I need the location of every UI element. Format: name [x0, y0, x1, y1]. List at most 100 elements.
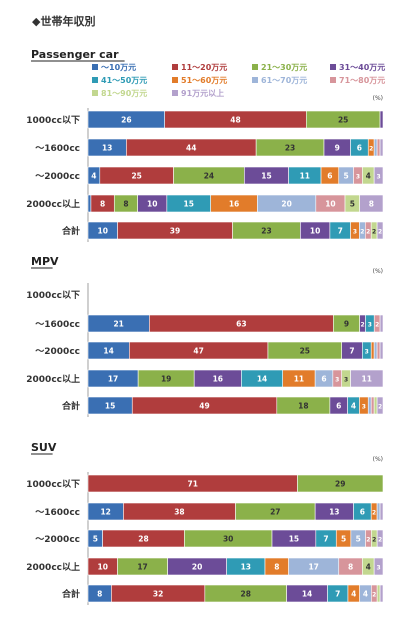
data-label: 8 [348, 563, 353, 572]
data-label: 7 [335, 590, 340, 599]
data-label: 15 [289, 535, 299, 544]
bar-segment [376, 584, 381, 603]
legend-swatch [172, 77, 178, 83]
data-label: 25 [131, 172, 141, 181]
data-label: 11 [294, 375, 304, 384]
bar-segment [376, 341, 381, 360]
data-label: 24 [204, 172, 214, 181]
data-label: 14 [302, 590, 312, 599]
bar-segment [376, 221, 384, 240]
data-label: 10 [310, 227, 320, 236]
data-label: 2 [369, 146, 373, 153]
data-label: 17 [308, 563, 318, 572]
data-label: 7 [323, 535, 328, 544]
category-label: 2000cc以上 [26, 198, 80, 210]
data-label: 26 [121, 116, 131, 125]
category-label: 2000cc以上 [26, 561, 80, 573]
data-label: 5 [350, 200, 355, 209]
data-label: 10 [325, 200, 335, 209]
data-label: 14 [257, 375, 267, 384]
unit-label: (%) [373, 268, 383, 275]
data-label: 2 [366, 537, 370, 544]
unit-label: (%) [373, 95, 383, 102]
data-label: 5 [344, 172, 349, 181]
chart-title: MPV [31, 255, 59, 268]
data-label: 3 [356, 174, 360, 181]
data-label: 16 [213, 375, 223, 384]
data-label: 3 [344, 377, 348, 384]
data-label: 15 [261, 172, 271, 181]
legend-label: 61～70万元 [261, 76, 307, 85]
data-label: 3 [365, 349, 369, 356]
legend-label: 21～30万元 [261, 63, 307, 72]
data-label: 71 [188, 480, 198, 489]
bar-segment [376, 502, 381, 521]
legend-swatch [92, 64, 98, 70]
data-label: 6 [357, 144, 362, 153]
bar-segment [373, 557, 384, 576]
data-label: 11 [362, 375, 372, 384]
bar-segment [373, 341, 378, 360]
category-label: 1000cc以下 [26, 479, 80, 490]
data-label: 8 [274, 563, 279, 572]
category-label: 合計 [62, 588, 80, 600]
data-label: 18 [298, 402, 308, 411]
data-label: 38 [174, 508, 184, 517]
category-label: 合計 [62, 400, 80, 412]
bar-segment [379, 584, 384, 603]
bar-segment [379, 138, 384, 157]
data-label: 2 [372, 229, 376, 236]
bar-segment [297, 474, 384, 493]
data-label: 15 [105, 402, 115, 411]
bar-segment [376, 138, 381, 157]
category-label: ～2000cc [35, 535, 80, 545]
category-label: 2000cc以上 [26, 373, 80, 385]
data-label: 17 [108, 375, 118, 384]
legend-swatch [172, 90, 178, 96]
data-label: 3 [368, 322, 372, 329]
chart-title: SUV [31, 441, 57, 454]
legend-swatch [252, 77, 258, 83]
bar-segment [373, 166, 384, 185]
data-label: 2 [378, 537, 382, 544]
legend-swatch [92, 90, 98, 96]
bar-segment [379, 341, 384, 360]
data-label: 10 [98, 227, 108, 236]
category-label: ～2000cc [35, 172, 80, 182]
data-label: 2 [378, 229, 382, 236]
data-label: 3 [376, 565, 380, 572]
data-label: 5 [93, 535, 98, 544]
data-label: 2 [372, 537, 376, 544]
data-label: 13 [329, 508, 339, 517]
data-label: 9 [344, 320, 349, 329]
data-label: 7 [349, 347, 354, 356]
data-label: 2 [372, 592, 376, 599]
category-label: ～1600cc [35, 144, 80, 154]
bar-segment [373, 138, 378, 157]
data-label: 63 [236, 320, 246, 329]
data-label: 3 [362, 404, 366, 411]
data-label: 17 [137, 563, 147, 572]
data-label: 28 [138, 535, 148, 544]
data-label: 20 [281, 200, 291, 209]
data-label: 4 [351, 590, 356, 599]
data-label: 2 [360, 229, 364, 236]
data-label: 48 [230, 116, 240, 125]
category-label: 1000cc以下 [26, 115, 80, 126]
data-label: 10 [98, 563, 108, 572]
data-label: 3 [335, 377, 339, 384]
data-label: 8 [100, 200, 105, 209]
data-label: 4 [366, 563, 371, 572]
category-label: 1000cc以下 [26, 290, 80, 301]
chart-title: Passenger car [31, 48, 119, 61]
data-label: 4 [366, 172, 371, 181]
legend-label: 11～20万元 [181, 63, 227, 72]
data-label: 39 [170, 227, 180, 236]
data-label: 23 [285, 144, 295, 153]
data-label: 2 [366, 229, 370, 236]
data-label: 12 [100, 508, 110, 517]
data-label: 20 [192, 563, 202, 572]
data-label: 4 [91, 172, 96, 181]
bar-segment [370, 396, 375, 415]
